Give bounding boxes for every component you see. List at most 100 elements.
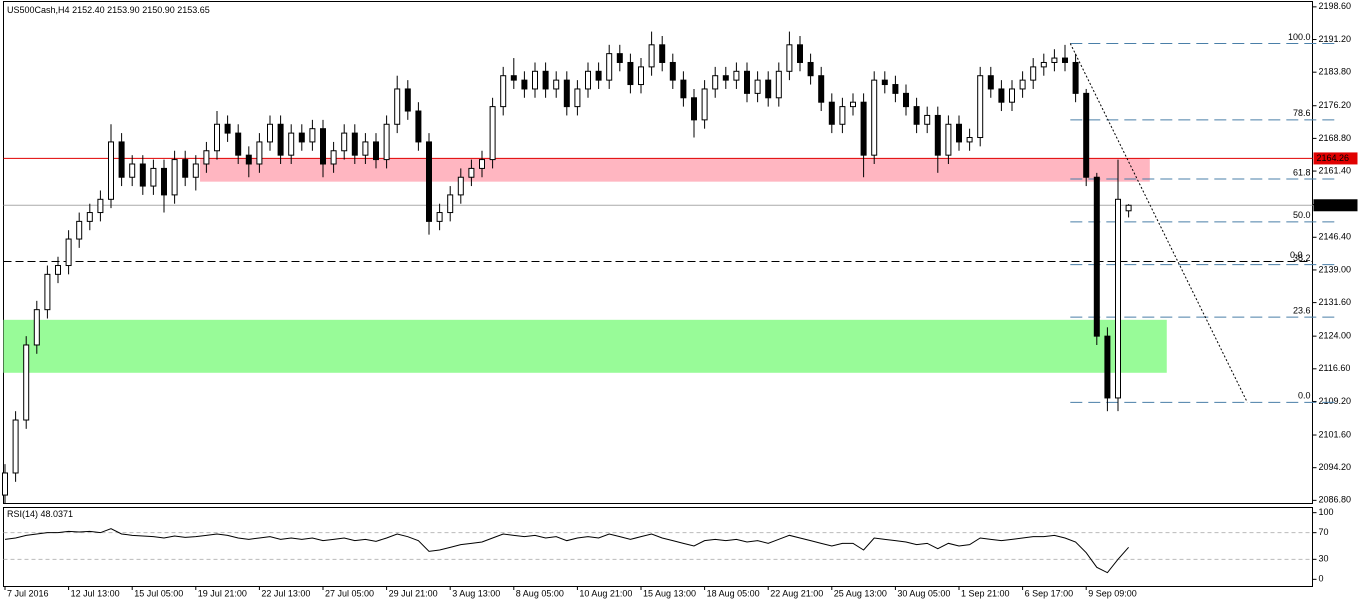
candle-body — [65, 238, 72, 267]
candle-body — [330, 150, 337, 165]
candle-body — [203, 150, 210, 165]
candle-body — [510, 75, 517, 81]
candle-body — [945, 123, 952, 156]
candle-body — [977, 75, 984, 139]
rsi-header: RSI(14) 48.0371 — [7, 509, 73, 519]
candle-body — [489, 106, 496, 161]
x-tick-label: 15 Jul 05:00 — [134, 588, 183, 598]
candle-body — [320, 128, 326, 165]
x-tick-label: 27 Jul 05:00 — [325, 588, 374, 598]
candle-body — [987, 75, 994, 90]
x-tick-label: 30 Aug 05:00 — [897, 588, 950, 598]
candle-body — [12, 419, 19, 474]
candle-body — [828, 101, 835, 125]
y-tick-label: 2168.80 — [1319, 133, 1352, 143]
candle-body — [479, 159, 485, 169]
candle-body — [108, 141, 114, 200]
high-value: 2153.90 — [107, 5, 140, 15]
candle-body — [786, 44, 793, 72]
candle-body — [267, 123, 273, 143]
candle-body — [1040, 61, 1047, 68]
candle-body — [436, 212, 443, 222]
x-tick-label: 10 Aug 21:00 — [579, 588, 632, 598]
candle-body — [998, 88, 1005, 103]
candle-body — [850, 101, 856, 108]
y-tick-label: 2116.60 — [1319, 363, 1351, 373]
x-tick-label: 22 Jul 13:00 — [261, 588, 310, 598]
candle-body — [468, 167, 475, 178]
candle-body — [585, 70, 591, 90]
candle-body — [182, 159, 189, 178]
y-tick-label: 2191.20 — [1319, 34, 1352, 44]
candle-body — [500, 75, 507, 108]
y-tick-label: 2176.20 — [1319, 100, 1352, 110]
candle-body — [648, 44, 655, 68]
candle-body — [192, 163, 199, 178]
candle-body — [44, 273, 51, 311]
candle-body — [235, 132, 242, 156]
candle-body — [744, 70, 750, 94]
candle-body — [288, 132, 295, 156]
candle-body — [818, 75, 825, 103]
candle-body — [722, 75, 729, 81]
rsi-tick-label: 70 — [1319, 527, 1329, 537]
x-tick-label: 1 Sep 21:00 — [961, 588, 1010, 598]
y-tick-label: 2124.00 — [1319, 331, 1352, 341]
y-tick-label: 2198.60 — [1319, 1, 1352, 11]
candle-body — [797, 44, 803, 63]
candle-body — [903, 92, 909, 108]
price-box — [1313, 199, 1358, 212]
candle-body — [1030, 66, 1037, 81]
candle-body — [553, 79, 560, 90]
candle-body — [457, 176, 464, 196]
candle-body — [415, 110, 422, 143]
y-tick-label: 2161.40 — [1319, 165, 1352, 175]
candle-body — [97, 198, 104, 214]
x-tick-label: 3 Aug 13:00 — [452, 588, 500, 598]
candle-body — [1062, 57, 1068, 63]
candle-body — [214, 123, 220, 152]
header: US500Cash,H4 2152.40 2153.90 2150.90 215… — [7, 5, 210, 15]
candle-body — [606, 53, 613, 81]
candle-body — [892, 84, 899, 94]
x-tick-label: 9 Sep 09:00 — [1088, 588, 1137, 598]
close-value: 2153.65 — [177, 5, 210, 15]
symbol: US500Cash,H4 — [7, 5, 70, 15]
fib-label: 23.6 — [1293, 306, 1311, 316]
candle-body — [161, 167, 167, 196]
x-tick-label: 15 Aug 13:00 — [643, 588, 696, 598]
candle-body — [404, 88, 411, 112]
candle-body — [341, 132, 348, 152]
rsi-tick-label: 100 — [1319, 507, 1334, 517]
candle-body — [362, 141, 369, 156]
zone — [200, 158, 1150, 182]
candle-body — [1072, 61, 1079, 94]
candle-body — [86, 212, 93, 222]
candle-body — [638, 66, 644, 86]
candle-body — [298, 132, 305, 143]
x-tick-label: 8 Aug 05:00 — [516, 588, 564, 598]
candle-body — [1083, 92, 1090, 178]
candle-body — [542, 70, 549, 90]
candle-body — [373, 141, 379, 161]
fib-label: 61.8 — [1293, 167, 1311, 177]
fib-label: 38.2 — [1293, 253, 1311, 263]
candle-body — [521, 79, 528, 90]
candle-body — [23, 344, 30, 421]
y-tick-label: 2094.20 — [1319, 462, 1352, 472]
candle-body — [733, 70, 740, 81]
candle-body — [860, 101, 867, 156]
candle-body — [659, 44, 666, 63]
candle-body — [1009, 88, 1015, 103]
open-value: 2152.40 — [72, 5, 105, 15]
candle-body — [129, 163, 136, 178]
y-tick-label: 2139.00 — [1319, 264, 1352, 274]
candle-body — [839, 106, 846, 125]
candle-body — [680, 79, 687, 99]
candle-body — [691, 97, 697, 121]
candle-body — [245, 154, 252, 165]
candle-body — [447, 194, 454, 214]
candle-body — [1051, 57, 1058, 63]
rsi-tick-label: 0 — [1319, 574, 1324, 584]
